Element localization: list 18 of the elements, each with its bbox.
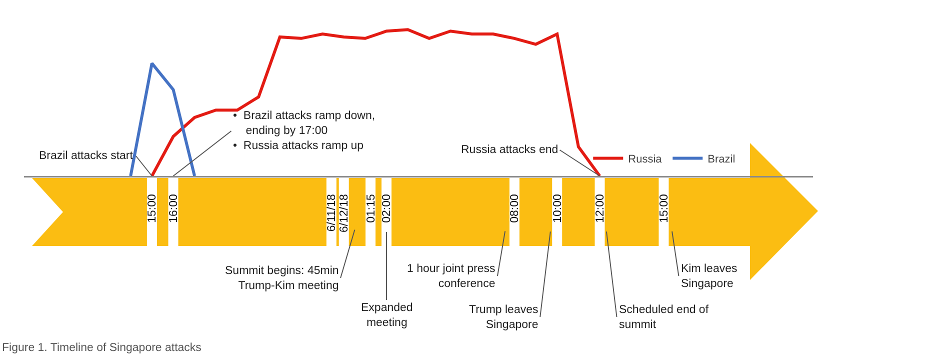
annotation: Brazil attacks start — [39, 150, 134, 162]
text: Expanded meeting — [361, 302, 413, 329]
x-tick-label: 15:00 — [146, 194, 159, 223]
text: Summit begins: 45min Trump-Kim meeting — [225, 265, 339, 292]
annotation: • Brazil attacks ramp down, ending by 17:00 • Russia attacks ramp up — [233, 110, 376, 152]
text: Trump leaves Singapore — [469, 304, 538, 331]
x-tick-label: 02:00 — [381, 194, 394, 223]
legend-label: Russia — [628, 154, 663, 166]
x-tick-label: 6/11/18 — [326, 194, 338, 232]
text: 1 hour joint press conference — [407, 263, 496, 290]
text: Scheduled end of summit — [619, 304, 710, 331]
x-tick-label: 12:00 — [594, 194, 606, 223]
legend-label: Brazil — [708, 154, 736, 166]
text: Kim leaves Singapore — [681, 263, 738, 290]
x-tick-label: 10:00 — [552, 194, 564, 223]
annotation: Russia attacks end — [461, 144, 558, 156]
x-tick-label: 16:00 — [168, 194, 180, 223]
text: Figure 1. Timeline of Singapore attacks — [2, 342, 202, 354]
